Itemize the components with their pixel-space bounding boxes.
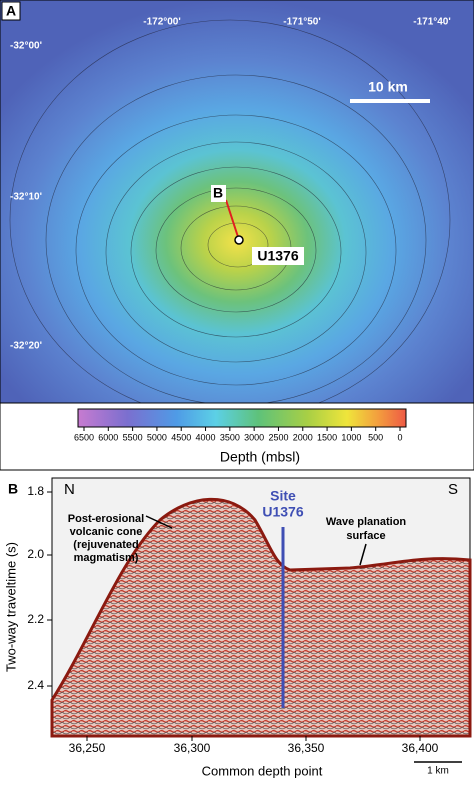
latitude: -32°10' <box>10 192 42 203</box>
x-tick-label: 36,300 <box>174 741 211 755</box>
south: S <box>448 481 458 498</box>
colorbar-tick-label: 6500 <box>74 432 94 442</box>
colorbar-tick-label: 1500 <box>317 432 337 442</box>
colorbar-tick-label: 3500 <box>220 432 240 442</box>
label-box <box>252 247 304 265</box>
annotation: (rejuvenated <box>73 539 138 551</box>
y-axis-label: Two-way traveltime (s) <box>3 542 18 672</box>
panel-label: B <box>8 481 18 497</box>
x-tick-label: 36,400 <box>402 741 439 755</box>
colorbar-tick-label: 4000 <box>196 432 216 442</box>
y-tick-label: 1.8 <box>27 484 44 498</box>
colorbar-tick-label: 500 <box>368 432 383 442</box>
site-marker <box>234 235 244 245</box>
y-tick-label: 2.2 <box>27 612 44 626</box>
scale-label: 1 km <box>427 766 449 777</box>
longitude: -172°00' <box>143 17 181 28</box>
colorbar-tick-label: 2000 <box>293 432 313 442</box>
annotation: Wave planation <box>326 516 407 528</box>
y-tick-label: 2.4 <box>27 678 44 692</box>
scale-label: 10 km <box>368 79 408 95</box>
colorbar <box>77 408 407 428</box>
latitude: -32°20' <box>10 341 42 352</box>
annotation: Post-erosional <box>68 513 144 525</box>
colorbar-tick-label: 3000 <box>244 432 264 442</box>
label-box <box>211 185 226 202</box>
longitude: -171°40' <box>413 17 451 28</box>
map <box>0 0 474 404</box>
annotation-arrow <box>145 515 367 566</box>
x-tick-label: 36,250 <box>69 741 106 755</box>
colorbar-tick-label: 5000 <box>147 432 167 442</box>
colorbar-tick-label: 6000 <box>98 432 118 442</box>
seismic-reflector <box>50 497 472 738</box>
latitude: -32°00' <box>10 41 42 52</box>
panel-label-box <box>1 1 21 21</box>
x-axis-label: Common depth point <box>202 763 323 778</box>
site-label: Site <box>270 488 296 504</box>
colorbar-label: Depth (mbsl) <box>220 449 300 465</box>
profile-line <box>225 199 240 241</box>
x-tick-label: 36,350 <box>288 741 325 755</box>
longitude: -171°50' <box>283 17 321 28</box>
colorbar-tick-label: 0 <box>397 432 402 442</box>
colorbar-tick-label: 5500 <box>123 432 143 442</box>
site-label: U1376 <box>262 504 303 520</box>
annotation: volcanic cone <box>70 526 143 538</box>
y-tick-label: 2.0 <box>27 547 44 561</box>
site-label: U1376 <box>257 248 298 264</box>
colorbar-tick-label: 2500 <box>268 432 288 442</box>
annotation: magmatism) <box>74 552 139 564</box>
annotation: surface <box>346 530 385 542</box>
colorbar-tick-label: 1000 <box>341 432 361 442</box>
profile-label: B <box>213 185 223 201</box>
panel-label: A <box>6 3 16 19</box>
north: N <box>64 481 75 498</box>
colorbar-tick-label: 4500 <box>171 432 191 442</box>
contours <box>9 19 451 421</box>
